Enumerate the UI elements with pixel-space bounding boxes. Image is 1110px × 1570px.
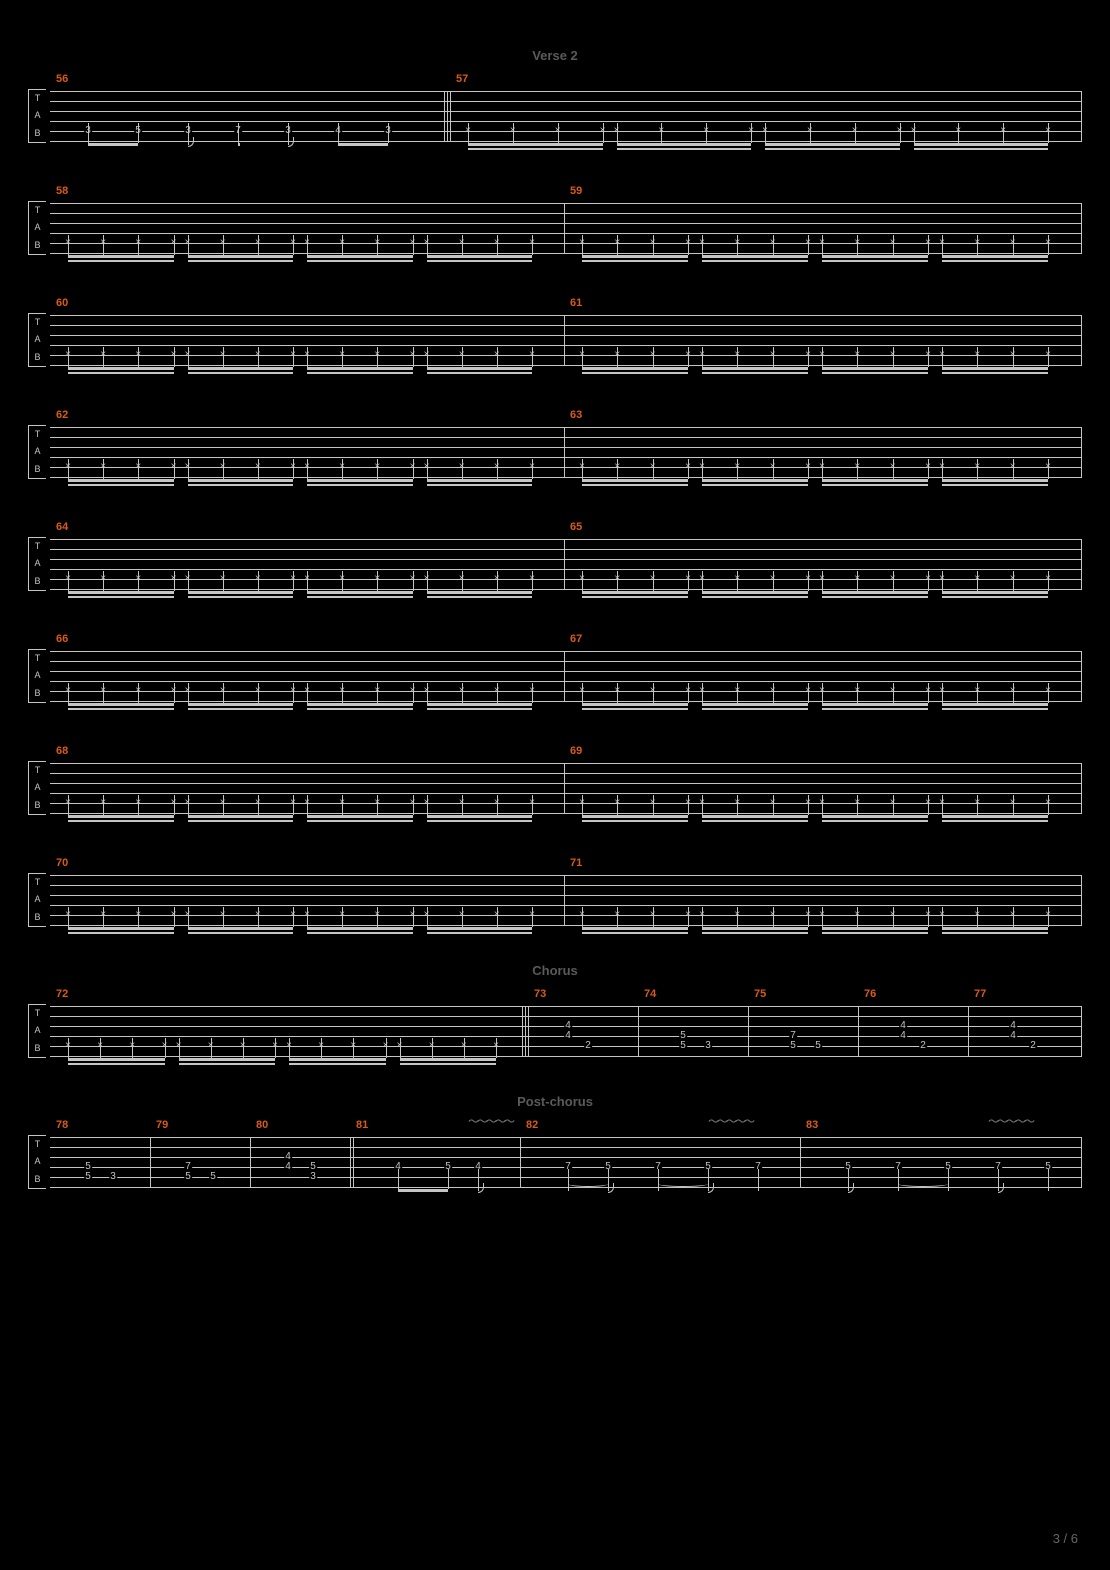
tab-row: TAB64××××××××××××××××65×××××××××××××××× (28, 515, 1082, 623)
measure-number: 78 (56, 1119, 68, 1131)
vibrato-mark: ～～～～～ (468, 1113, 513, 1129)
fret-number: 4 (284, 1161, 292, 1172)
measure-number: 64 (56, 521, 68, 533)
fret-number: 2 (919, 1040, 927, 1051)
vibrato-mark: ～～～～～ (708, 1113, 753, 1129)
measure-number: 65 (570, 521, 582, 533)
measure-number: 79 (156, 1119, 168, 1131)
tab-clef: TAB (28, 201, 46, 255)
tab-row: TAB62××××××××××××××××63×××××××××××××××× (28, 403, 1082, 511)
page-number: 3 / 6 (1053, 1531, 1078, 1546)
measure-number: 60 (56, 297, 68, 309)
measure-number: 69 (570, 745, 582, 757)
fret-number: 5 (84, 1171, 92, 1182)
vibrato-mark: ～～～～～ (988, 1113, 1033, 1129)
measure-number: 76 (864, 988, 876, 1000)
fret-number: 2 (1029, 1040, 1037, 1051)
tab-row: TAB68××××××××××××××××69×××××××××××××××× (28, 739, 1082, 847)
measure-number: 56 (56, 73, 68, 85)
measure-number: 81 (356, 1119, 368, 1131)
fret-number: 5 (814, 1040, 822, 1051)
tab-row: TAB70××××××××××××××××71×××××××××××××××× (28, 851, 1082, 959)
section-title: Post-chorus (0, 1094, 1110, 1109)
tab-row: TAB60××××××××××××××××61×××××××××××××××× (28, 291, 1082, 399)
tab-clef: TAB (28, 1004, 46, 1058)
fret-number: 4 (564, 1030, 572, 1041)
tab-row: TAB72××××××××××××××××7344274553757557644… (28, 982, 1082, 1090)
fret-number: 3 (309, 1171, 317, 1182)
measure-number: 75 (754, 988, 766, 1000)
measure-number: 70 (56, 857, 68, 869)
tab-clef: TAB (28, 89, 46, 143)
fret-number: 5 (679, 1040, 687, 1051)
tab-clef: TAB (28, 313, 46, 367)
tab-clef: TAB (28, 761, 46, 815)
tab-row: TAB66××××××××××××××××67×××××××××××××××× (28, 627, 1082, 735)
tab-row: TAB785537975580445381454～～～～～8275757～～～～… (28, 1113, 1082, 1221)
measure-number: 62 (56, 409, 68, 421)
fret-number: 4 (1009, 1030, 1017, 1041)
measure-number: 61 (570, 297, 582, 309)
fret-number: 3 (109, 1171, 117, 1182)
tab-clef: TAB (28, 873, 46, 927)
tab-clef: TAB (28, 649, 46, 703)
measure-number: 74 (644, 988, 656, 1000)
tab-clef: TAB (28, 425, 46, 479)
measure-number: 68 (56, 745, 68, 757)
measure-number: 77 (974, 988, 986, 1000)
tab-clef: TAB (28, 537, 46, 591)
measure-number: 66 (56, 633, 68, 645)
measure-number: 58 (56, 185, 68, 197)
fret-number: 3 (704, 1040, 712, 1051)
tab-row: TAB56353734357×××××××××××××××× (28, 67, 1082, 175)
fret-number: 5 (789, 1040, 797, 1051)
fret-number: 4 (899, 1030, 907, 1041)
measure-number: 57 (456, 73, 468, 85)
measure-number: 73 (534, 988, 546, 1000)
tab-clef: TAB (28, 1135, 46, 1189)
measure-number: 71 (570, 857, 582, 869)
measure-number: 67 (570, 633, 582, 645)
section-title: Chorus (0, 963, 1110, 978)
fret-number: 5 (209, 1171, 217, 1182)
section-title: Verse 2 (0, 48, 1110, 63)
fret-number: 5 (184, 1171, 192, 1182)
measure-number: 59 (570, 185, 582, 197)
measure-number: 80 (256, 1119, 268, 1131)
fret-number: 2 (584, 1040, 592, 1051)
measure-number: 83 (806, 1119, 818, 1131)
tab-row: TAB58××××××××××××××××59×××××××××××××××× (28, 179, 1082, 287)
measure-number: 63 (570, 409, 582, 421)
measure-number: 82 (526, 1119, 538, 1131)
measure-number: 72 (56, 988, 68, 1000)
